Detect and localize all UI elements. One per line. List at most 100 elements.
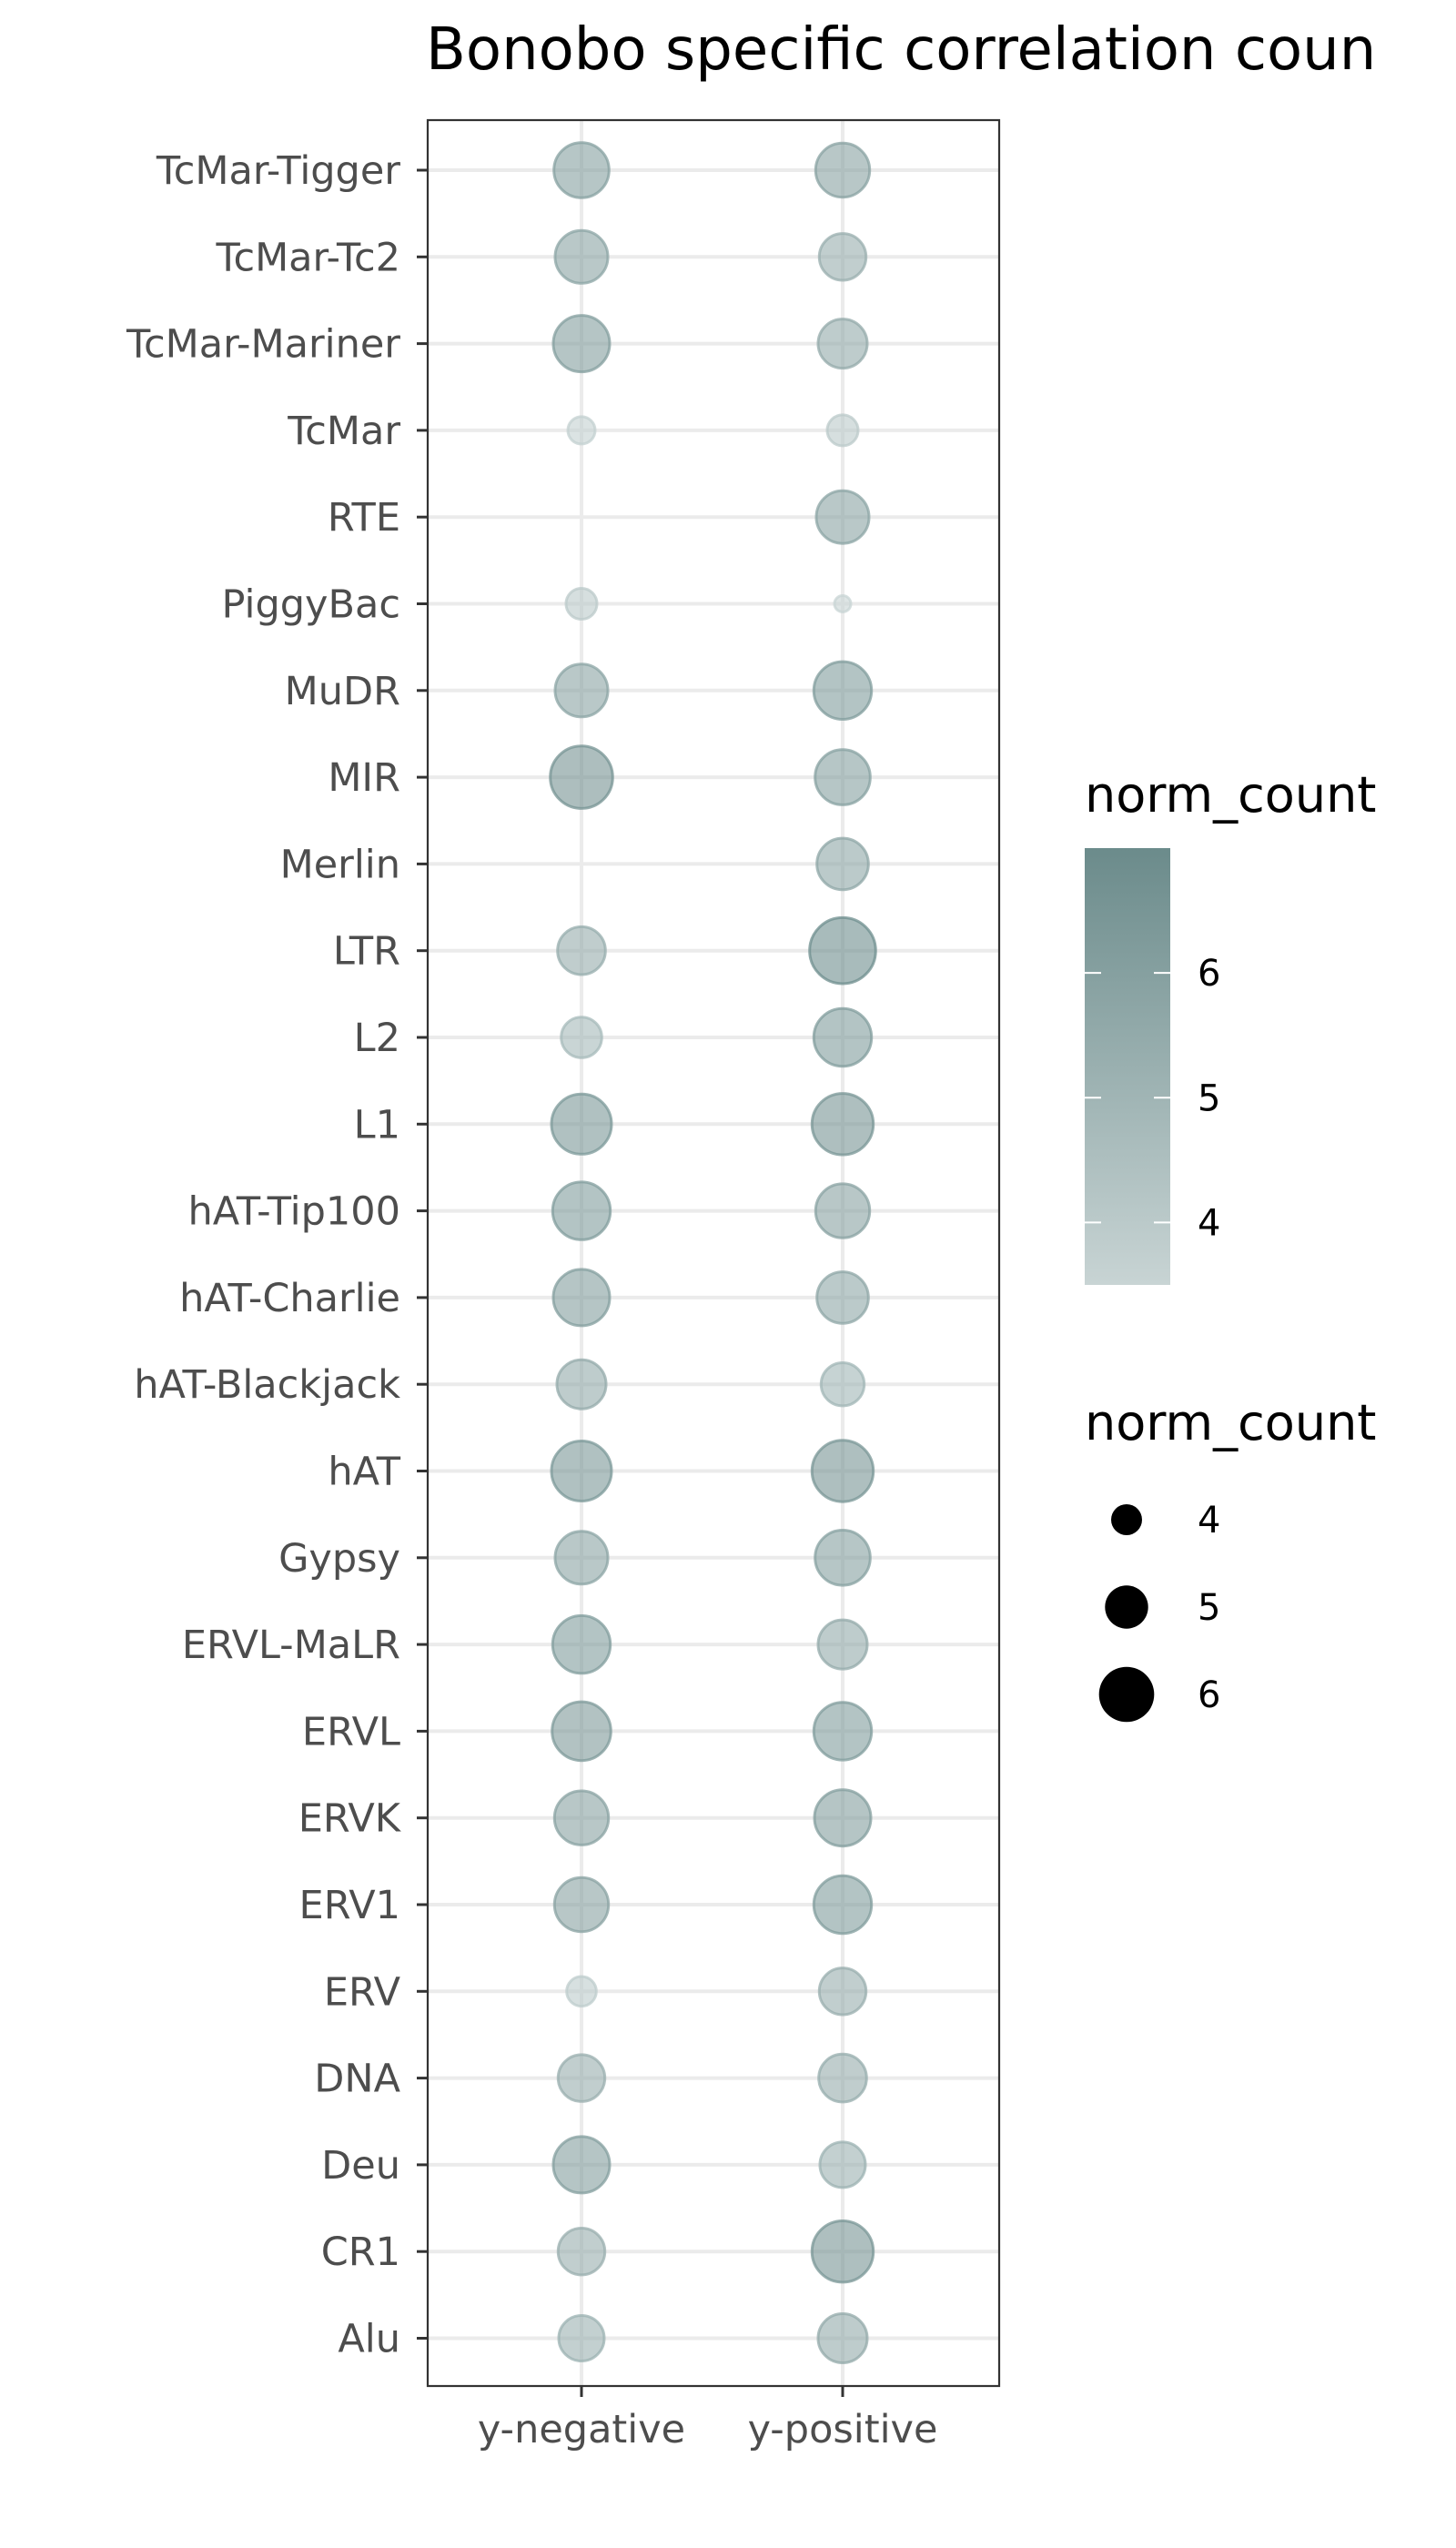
size-legend-title: norm_count (1085, 1394, 1376, 1451)
point-y-negative-hat-charlie (551, 1268, 612, 1328)
y-tick-label-gypsy: Gypsy (278, 1536, 400, 1582)
y-tick-label-hat-charlie: hAT-Charlie (179, 1276, 400, 1321)
y-tick-label-alu: Alu (338, 2317, 400, 2362)
y-tick-label-l2: L2 (354, 1016, 400, 1061)
point-y-negative-tcmar-tigger (552, 141, 611, 199)
y-tick-label-ervk: ERVK (298, 1796, 402, 1842)
point-y-positive-hat-blackjack (819, 1361, 866, 1408)
point-y-positive-tcmar-mariner (816, 318, 869, 370)
point-y-positive-erv (817, 1967, 868, 2017)
point-y-negative-ervk (552, 1789, 611, 1846)
point-y-positive-ervl-malr (816, 1618, 869, 1671)
y-tick-label-mir: MIR (328, 755, 400, 801)
data-points (549, 141, 877, 2364)
point-y-negative-deu (551, 2135, 612, 2195)
point-y-positive-hat-charlie (815, 1270, 870, 1325)
point-y-negative-ervl (551, 1700, 612, 1763)
y-tick-label-dna: DNA (314, 2057, 400, 2102)
point-y-positive-mudr (812, 660, 874, 721)
point-y-negative-erv1 (552, 1876, 611, 1934)
point-y-positive-tcmar (825, 413, 860, 448)
size-key-2 (1098, 1666, 1155, 1723)
point-y-positive-rte (814, 489, 871, 545)
y-tick-label-deu: Deu (321, 2143, 400, 2189)
point-y-negative-cr1 (556, 2227, 607, 2277)
point-y-negative-piggybac (564, 587, 599, 621)
point-y-negative-gypsy (553, 1530, 610, 1586)
plot-border (426, 118, 1001, 2388)
point-y-positive-dna (817, 2052, 868, 2104)
point-y-positive-l1 (810, 1092, 875, 1157)
y-tick-label-tcmar-mariner: TcMar-Mariner (126, 322, 400, 368)
colorbar-label-0: 4 (1198, 1202, 1220, 1244)
size-legend: norm_count 4 5 6 (1085, 1394, 1376, 1723)
y-tick-label-tcmar-tc2: TcMar-Tc2 (215, 235, 400, 280)
size-key-0 (1111, 1504, 1142, 1535)
x-axis: y-negative y-positive (478, 2386, 938, 2452)
color-legend: norm_count 4 5 6 (1085, 766, 1376, 1285)
point-y-positive-hat (810, 1439, 875, 1503)
point-y-negative-erv (565, 1975, 598, 2008)
point-y-negative-ltr (556, 925, 607, 976)
y-tick-label-cr1: CR1 (321, 2230, 400, 2275)
size-key-label-2: 6 (1198, 1674, 1220, 1716)
y-tick-label-hat: hAT (328, 1450, 400, 1495)
y-tick-label-hat-tip100: hAT-Tip100 (188, 1189, 400, 1235)
point-y-negative-hat-tip100 (551, 1180, 612, 1241)
point-y-negative-mir (549, 744, 614, 810)
x-tick-label-y-negative: y-negative (478, 2407, 685, 2452)
size-legend-keys: 4 5 6 (1098, 1500, 1220, 1723)
point-y-negative-tcmar-mariner (551, 314, 612, 374)
point-y-negative-alu (557, 2314, 606, 2362)
point-y-positive-ervk (813, 1788, 873, 1848)
color-legend-title: norm_count (1085, 766, 1376, 824)
size-key-1 (1105, 1585, 1148, 1629)
colorbar-label-1: 5 (1198, 1077, 1220, 1119)
y-tick-label-rte: RTE (328, 495, 400, 541)
x-tick-label-y-positive: y-positive (748, 2407, 938, 2452)
plot-background (428, 120, 999, 2386)
point-y-positive-l2 (812, 1006, 874, 1068)
y-tick-label-tcmar: TcMar (287, 409, 400, 454)
y-tick-label-l1: L1 (354, 1102, 400, 1148)
y-tick-label-erv1: ERV1 (299, 1883, 400, 1928)
point-y-positive-tcmar-tc2 (817, 232, 868, 282)
size-key-label-1: 5 (1198, 1587, 1220, 1629)
point-y-positive-gypsy (814, 1529, 872, 1587)
point-y-negative-l1 (550, 1092, 613, 1156)
point-y-positive-merlin (815, 836, 870, 892)
plot-panel (426, 118, 1001, 2388)
point-y-positive-deu (818, 2140, 867, 2189)
point-y-negative-ervl-malr (551, 1613, 612, 1675)
point-y-negative-l2 (560, 1016, 603, 1059)
y-tick-label-tcmar-tigger: TcMar-Tigger (156, 148, 400, 194)
point-y-negative-hat-blackjack (555, 1358, 608, 1410)
colorbar-label-2: 6 (1198, 953, 1220, 995)
point-y-negative-tcmar-tc2 (553, 228, 610, 285)
point-y-positive-piggybac (833, 594, 853, 613)
point-y-negative-hat (550, 1440, 613, 1502)
point-y-negative-tcmar (566, 415, 597, 446)
point-y-positive-tcmar-tigger (814, 141, 872, 199)
y-tick-label-hat-blackjack: hAT-Blackjack (134, 1362, 400, 1408)
point-y-positive-ltr (808, 915, 877, 986)
colorbar (1085, 848, 1170, 1285)
colorbar-ticks: 4 5 6 (1085, 953, 1220, 1244)
grid-lines (428, 120, 999, 2386)
point-y-positive-hat-tip100 (814, 1182, 872, 1239)
y-axis: TcMar-Tigger TcMar-Tc2 TcMar-Mariner TcMar R… (126, 148, 428, 2362)
y-tick-label-mudr: MuDR (285, 669, 400, 714)
point-y-positive-ervl (812, 1701, 874, 1762)
point-y-negative-mudr (553, 662, 610, 719)
point-y-negative-dna (556, 2053, 607, 2103)
y-tick-label-erv: ERV (324, 1969, 401, 2015)
y-tick-label-ervl-malr: ERVL-MaLR (182, 1623, 400, 1668)
y-tick-label-merlin: Merlin (280, 842, 400, 887)
y-tick-label-ltr: LTR (333, 929, 400, 975)
y-tick-label-ervl: ERVL (302, 1709, 400, 1754)
size-key-label-0: 4 (1198, 1500, 1220, 1542)
y-tick-label-piggybac: PiggyBac (222, 582, 400, 628)
chart-title: Bonobo specific correlation coun (426, 16, 1376, 84)
point-y-positive-alu (816, 2312, 869, 2364)
